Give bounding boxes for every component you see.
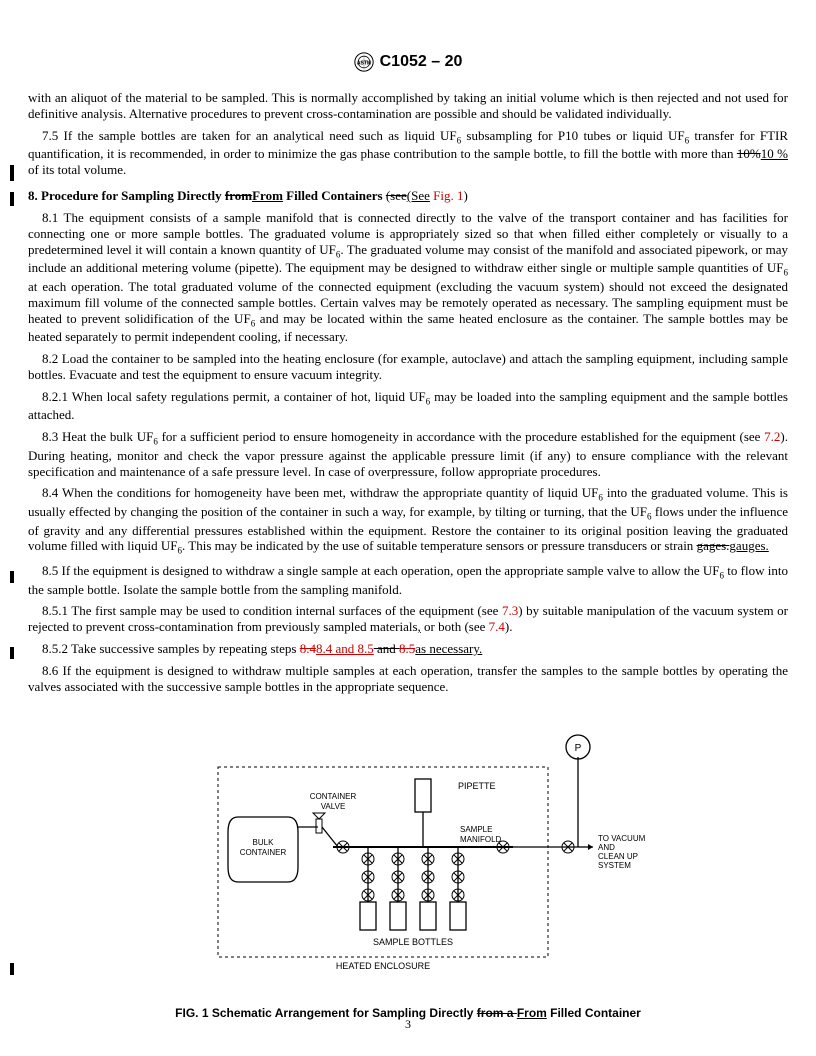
text: 8.4 When the conditions for homogeneity … — [42, 485, 598, 500]
p-8-2-1: 8.2.1 When local safety regulations perm… — [28, 389, 788, 423]
sub6: 6 — [784, 268, 789, 278]
strike-text: from — [225, 188, 252, 203]
change-bar — [10, 192, 14, 206]
manifold-label-1: SAMPLE — [460, 825, 492, 834]
text: 8. Procedure for Sampling Directly — [28, 188, 225, 203]
astm-logo-icon: ASTM — [354, 52, 374, 72]
p-8-4: 8.4 When the conditions for homogeneity … — [28, 485, 788, 557]
text: Filled Containers — [283, 188, 386, 203]
change-bar — [10, 647, 14, 659]
change-bar — [10, 963, 14, 975]
strike-link: 8.4 — [300, 641, 316, 656]
intro-paragraph: with an aliquot of the material to be sa… — [28, 90, 788, 122]
text: ). — [505, 619, 513, 634]
new-text: (See — [407, 188, 430, 203]
vac-4: SYSTEM — [598, 861, 631, 870]
cv-label-1: CONTAINER — [310, 792, 357, 801]
new-link[interactable]: 8.4 and 8.5 — [316, 641, 374, 656]
text: 7.5 If the sample bottles are taken for … — [42, 128, 457, 143]
pipette-label: PIPETTE — [458, 781, 496, 791]
sample-bottles-label: SAMPLE BOTTLES — [373, 937, 453, 947]
page: ASTM C1052 – 20 with an aliquot of the m… — [0, 0, 816, 1056]
change-bar — [10, 165, 14, 181]
strike-text: and — [374, 641, 399, 656]
new-text: as necessary. — [415, 641, 482, 656]
new-text: gauges. — [729, 538, 768, 553]
sample-bottles — [360, 847, 466, 930]
strike-text: gages. — [697, 538, 730, 553]
text: 8.2.1 When local safety regulations perm… — [42, 389, 426, 404]
cv-label-2: VALVE — [321, 802, 346, 811]
bulk-label-2: CONTAINER — [240, 848, 287, 857]
heated-enclosure-label: HEATED ENCLOSURE — [336, 961, 430, 971]
new-text: 10 % — [761, 146, 788, 161]
p-7-5: 7.5 If the sample bottles are taken for … — [28, 128, 788, 178]
schematic-diagram-icon: HEATED ENCLOSURE BULK CONTAINER CONTAINE… — [168, 717, 648, 997]
page-number: 3 — [0, 1017, 816, 1032]
p-label: P — [575, 743, 582, 754]
p-8-5: 8.5 If the equipment is designed to with… — [28, 563, 788, 597]
text: 8.5 If the equipment is designed to with… — [42, 563, 720, 578]
p-8-6: 8.6 If the equipment is designed to with… — [28, 663, 788, 695]
text: or both (see — [421, 619, 489, 634]
vac-1: TO VACUUM — [598, 834, 646, 843]
text: of its total volume. — [28, 162, 126, 177]
designation: C1052 – 20 — [380, 53, 463, 70]
p-8-5-1: 8.5.1 The first sample may be used to co… — [28, 603, 788, 635]
text: . This may be indicated by the use of su… — [182, 538, 697, 553]
text: for a sufficient period to ensure homoge… — [158, 429, 764, 444]
vac-2: AND — [598, 843, 615, 852]
p-8-1: 8.1 The equipment consists of a sample m… — [28, 210, 788, 345]
p-8-2: 8.2 Load the container to be sampled int… — [28, 351, 788, 383]
text: subsampling for P10 tubes or liquid UF — [461, 128, 684, 143]
p-8-3: 8.3 Heat the bulk UF6 for a sufficient p… — [28, 429, 788, 479]
ref-link[interactable]: 7.3 — [502, 603, 518, 618]
text: 8.5.1 The first sample may be used to co… — [42, 603, 502, 618]
vac-3: CLEAN UP — [598, 852, 638, 861]
strike-text: 10% — [737, 146, 761, 161]
text: ) — [463, 188, 467, 203]
document-header: ASTM C1052 – 20 — [28, 52, 788, 72]
manifold-label-2: MANIFOLD — [460, 835, 502, 844]
fig-link[interactable]: Fig. 1 — [430, 188, 464, 203]
change-bar — [10, 571, 14, 583]
ref-link[interactable]: 7.2 — [764, 429, 780, 444]
svg-text:ASTM: ASTM — [357, 61, 371, 67]
strike-link: 8.5 — [399, 641, 415, 656]
bulk-label-1: BULK — [253, 838, 275, 847]
p-8-5-2: 8.5.2 Take successive samples by repeati… — [28, 641, 788, 657]
text: 8.3 Heat the bulk UF — [42, 429, 153, 444]
new-text: From — [252, 188, 283, 203]
figure-1: HEATED ENCLOSURE BULK CONTAINER CONTAINE… — [28, 717, 788, 1020]
section-8-title: 8. Procedure for Sampling Directly fromF… — [28, 188, 788, 204]
strike-text: (see — [386, 188, 407, 203]
text: 8.5.2 Take successive samples by repeati… — [42, 641, 300, 656]
ref-link[interactable]: 7.4 — [489, 619, 505, 634]
